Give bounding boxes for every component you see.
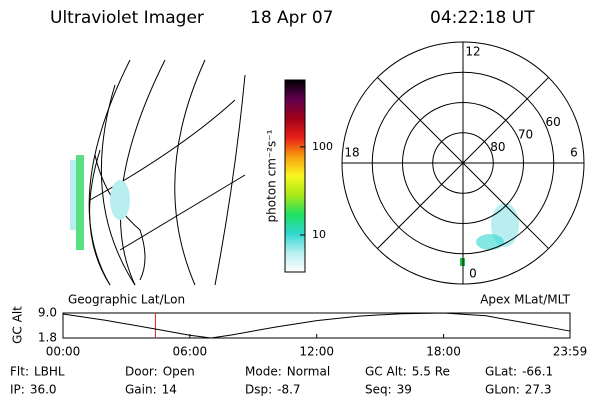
field-value: 14	[162, 383, 177, 397]
lat-ring	[371, 71, 555, 255]
altitude-line	[62, 312, 571, 339]
mlt-label: 0	[469, 267, 477, 281]
y-axis-label: GC Alt	[11, 306, 25, 344]
field-value: 36.0	[30, 383, 57, 397]
colorbar-fill	[284, 79, 306, 273]
x-tick-label: 23:59	[553, 345, 588, 359]
field-label: GLat:	[485, 365, 517, 379]
geo-map	[88, 59, 246, 286]
x-tick-label: 06:00	[173, 345, 208, 359]
field-label: Flt:	[10, 365, 29, 379]
field-value: -8.7	[277, 383, 300, 397]
field-label: IP:	[10, 383, 25, 397]
field-value: Normal	[287, 365, 330, 379]
uv-emission	[70, 155, 519, 266]
field-label: Door:	[125, 365, 158, 379]
field-value: Open	[163, 365, 195, 379]
x-tick-label: 18:00	[426, 345, 461, 359]
field-label: Mode:	[245, 365, 282, 379]
y-tick-label: 9.0	[38, 306, 57, 320]
lat-label: 80	[490, 140, 505, 154]
mlt-label: 12	[465, 45, 480, 59]
x-tick-label: 00:00	[46, 345, 81, 359]
field-label: Gain:	[125, 383, 157, 397]
time: 04:22:18 UT	[430, 8, 535, 28]
mlt-label: 6	[570, 146, 578, 160]
polar-plot: 80 70 60 0 6 12 18	[341, 41, 585, 285]
field-label: Seq:	[365, 383, 392, 397]
field-value: LBHL	[34, 365, 65, 379]
colorbar-tick-label: 10	[312, 228, 326, 241]
title: Ultraviolet Imager	[50, 8, 204, 28]
colorbar-label: photon cm⁻²s⁻¹	[265, 129, 279, 222]
field-label: GLon:	[485, 383, 520, 397]
map-label: Geographic Lat/Lon	[68, 293, 185, 307]
colorbar: 10 100 photon cm⁻²s⁻¹	[265, 79, 333, 273]
field-value: 27.3	[525, 383, 552, 397]
footer: Flt: LBHL Door: Open Mode: Normal GC Alt: 5.5 R…	[10, 365, 553, 397]
mlt-label: 18	[344, 146, 359, 160]
field-value: -66.1	[522, 365, 553, 379]
field-value: 39	[397, 383, 412, 397]
date: 18 Apr 07	[250, 8, 333, 28]
field-value: 5.5 Re	[412, 365, 450, 379]
lat-ring	[402, 102, 524, 224]
altitude-plot: 00:00 06:00 12:00 18:00 23:59 1.8 9.0 GC Alt	[11, 306, 588, 359]
field-label: GC Alt:	[365, 365, 407, 379]
lat-label: 60	[546, 115, 561, 129]
polar-label: Apex MLat/MLT	[480, 293, 570, 307]
colorbar-tick-label: 100	[312, 140, 333, 153]
y-tick-label: 1.8	[38, 331, 57, 345]
lat-ring	[432, 132, 494, 194]
x-tick-label: 12:00	[299, 345, 334, 359]
field-label: Dsp:	[245, 383, 272, 397]
lat-label: 70	[518, 128, 533, 142]
